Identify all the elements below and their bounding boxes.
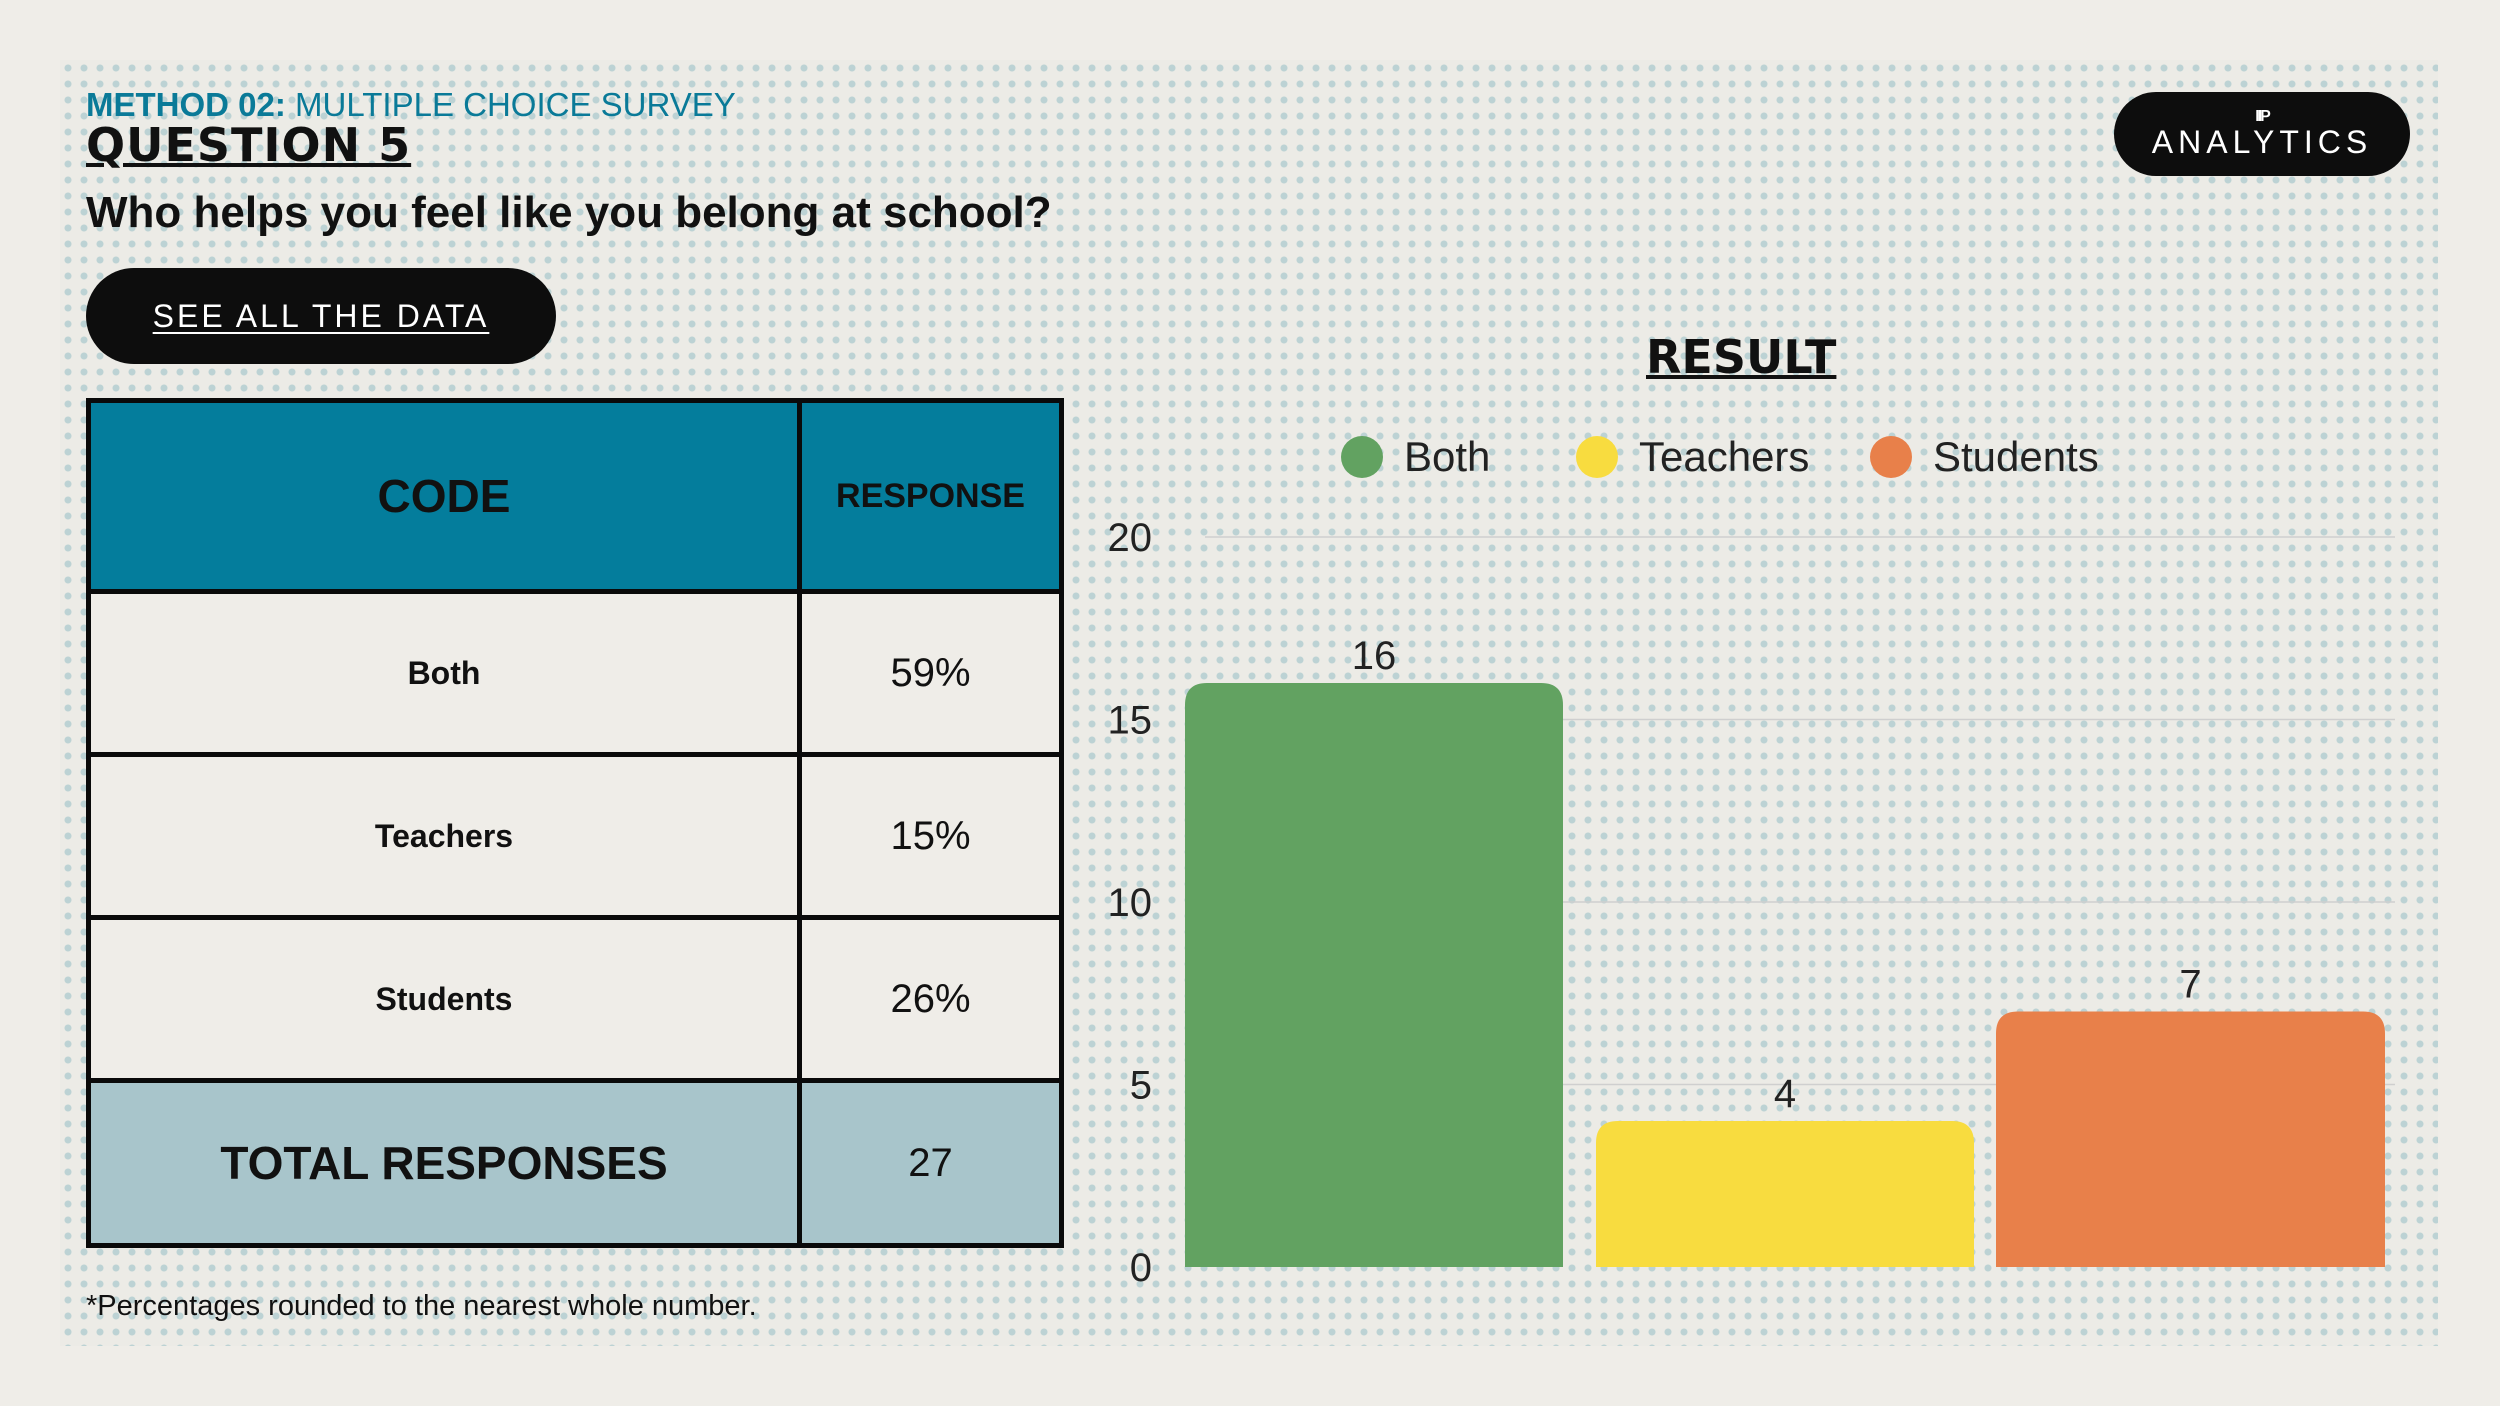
row-response: 15% bbox=[797, 752, 1064, 920]
logo-text: ANALYTICS bbox=[2151, 124, 2373, 160]
table-header-row: CODE RESPONSE bbox=[86, 398, 1064, 594]
footnote: *Percentages rounded to the nearest whol… bbox=[86, 1290, 757, 1322]
logo-mark-icon: IIP bbox=[2255, 108, 2271, 125]
question-text: Who helps you feel like you belong at sc… bbox=[86, 188, 1052, 237]
survey-type: MULTIPLE CHOICE SURVEY bbox=[295, 86, 736, 123]
row-response: 59% bbox=[797, 589, 1064, 757]
response-header: RESPONSE bbox=[797, 398, 1064, 594]
data-label: 7 bbox=[2179, 963, 2201, 1007]
data-label: 16 bbox=[1352, 634, 1397, 678]
legend-swatch-students bbox=[1870, 436, 1912, 478]
legend-label-students: Students bbox=[1933, 433, 2099, 480]
legend-swatch-teachers bbox=[1576, 436, 1618, 478]
table-row: Students 26% bbox=[86, 915, 1064, 1083]
bar-students bbox=[1996, 1011, 2385, 1267]
row-code: Teachers bbox=[86, 752, 802, 920]
see-all-data-button[interactable]: SEE ALL THE DATA bbox=[86, 268, 556, 364]
total-row: TOTAL RESPONSES 27 bbox=[86, 1078, 1064, 1248]
legend-swatch-both bbox=[1341, 436, 1383, 478]
y-tick-label: 20 bbox=[1108, 516, 1153, 560]
code-header: CODE bbox=[86, 398, 802, 594]
bar-both bbox=[1185, 683, 1563, 1267]
question-number: QUESTION 5 bbox=[86, 118, 412, 172]
row-code: Both bbox=[86, 589, 802, 757]
legend-label-both: Both bbox=[1404, 433, 1490, 480]
y-tick-label: 0 bbox=[1130, 1246, 1152, 1290]
see-all-data-label: SEE ALL THE DATA bbox=[152, 297, 490, 334]
bar-teachers bbox=[1596, 1121, 1974, 1267]
y-tick-label: 15 bbox=[1108, 699, 1153, 743]
legend-label-teachers: Teachers bbox=[1639, 433, 1809, 480]
table-row: Both 59% bbox=[86, 589, 1064, 757]
total-label: TOTAL RESPONSES bbox=[86, 1078, 802, 1248]
analytics-logo: IIP ANALYTICS bbox=[2114, 92, 2410, 176]
method-kicker: METHOD 02: MULTIPLE CHOICE SURVEY bbox=[86, 86, 736, 124]
row-code: Students bbox=[86, 915, 802, 1083]
response-table: CODE RESPONSE Both 59% Teachers 15% Stud… bbox=[86, 398, 1064, 1248]
method-label: METHOD 02: bbox=[86, 86, 286, 123]
y-tick-label: 5 bbox=[1130, 1064, 1152, 1108]
bar-chart: Both Teachers Students 0 5 10 15 20 16 4 7 bbox=[1108, 433, 2395, 1290]
row-response: 26% bbox=[797, 915, 1064, 1083]
total-value: 27 bbox=[797, 1078, 1064, 1248]
table-row: Teachers 15% bbox=[86, 752, 1064, 920]
chart-title: RESULT bbox=[1646, 330, 1837, 384]
data-label: 4 bbox=[1774, 1072, 1796, 1116]
y-tick-label: 10 bbox=[1108, 881, 1153, 925]
